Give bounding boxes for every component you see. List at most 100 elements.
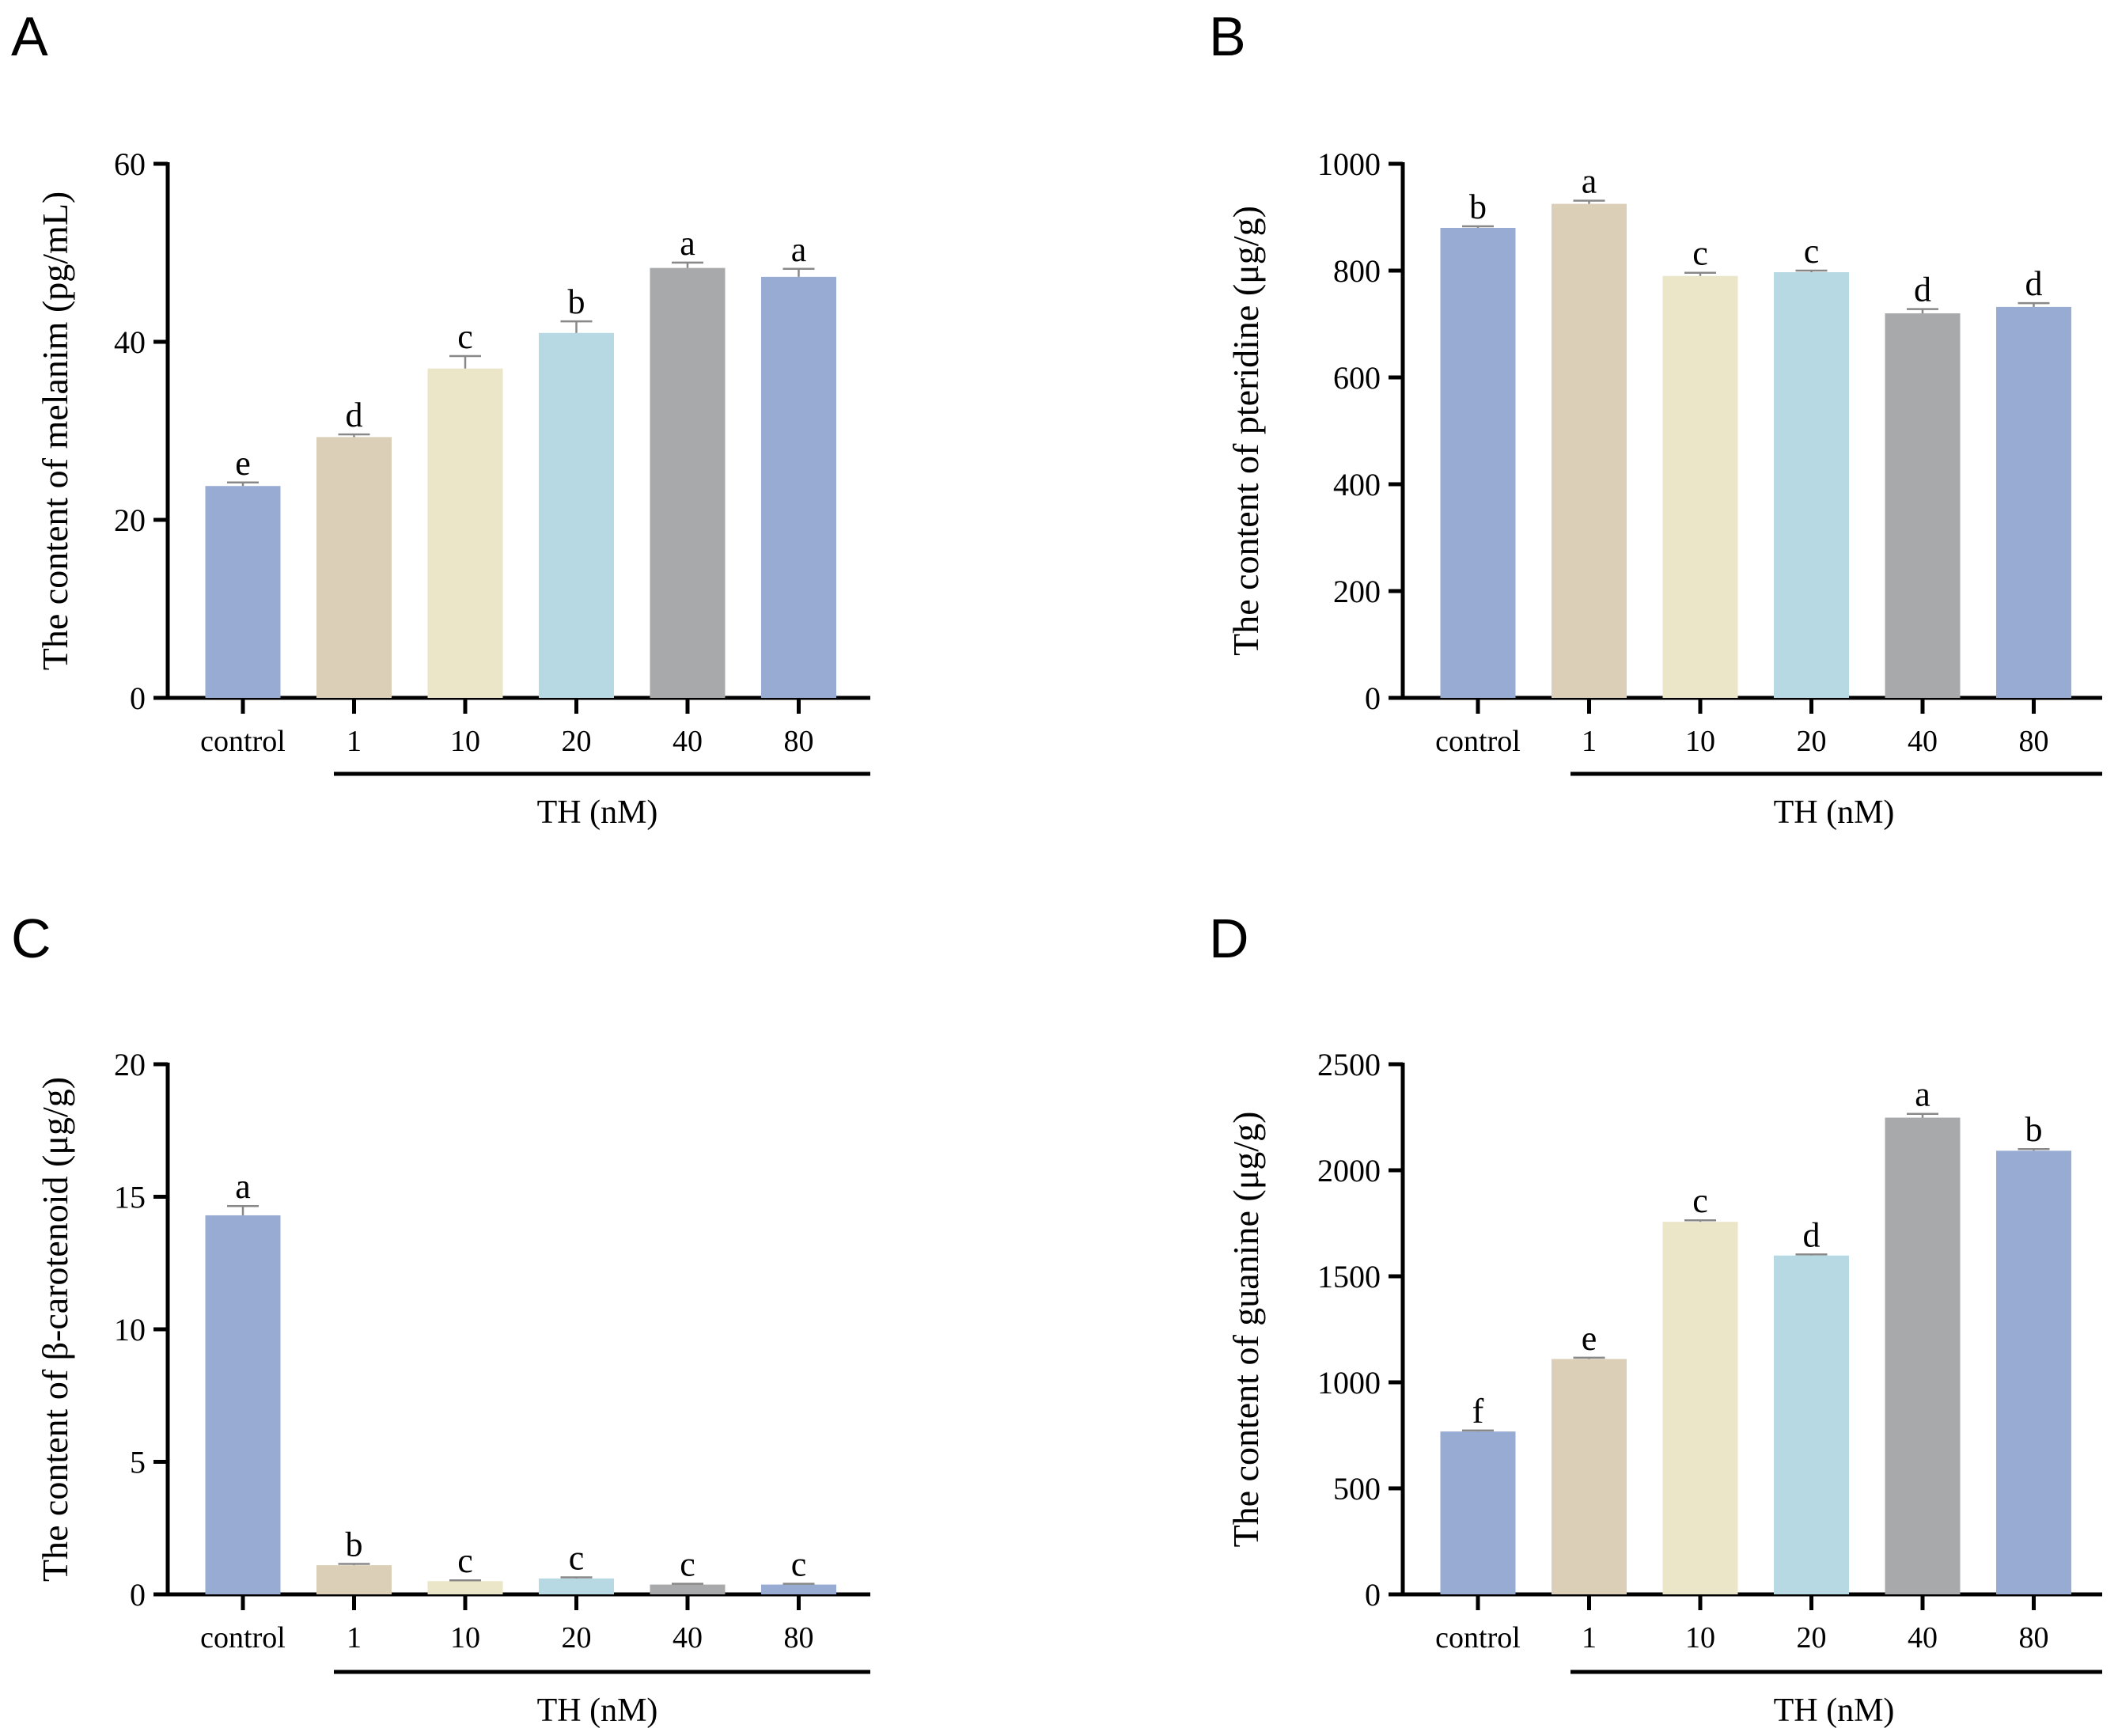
panel-c-bar-20 xyxy=(539,1578,614,1594)
panel-c-bar-10 xyxy=(427,1581,503,1594)
panel-b-sig-label: a xyxy=(1582,162,1597,201)
panel-a-xtick-label: 80 xyxy=(784,725,814,758)
panel-c-ytick-label: 10 xyxy=(114,1312,146,1347)
panel-c-sig-label: c xyxy=(791,1545,807,1584)
panel-a-sig-label: e xyxy=(235,444,251,483)
panel-a-bar-10 xyxy=(427,368,503,698)
panel-d-xtick-label: 10 xyxy=(1685,1621,1715,1655)
panel-a-ytick-label: 20 xyxy=(114,502,146,538)
panel-d-ytick-label: 1500 xyxy=(1317,1259,1381,1294)
panel-a-bar-control xyxy=(205,486,281,698)
panel-c-group-label: TH (nM) xyxy=(537,1692,658,1729)
panel-b-ytick-label: 600 xyxy=(1333,360,1381,396)
panel-b-ytick-label: 1000 xyxy=(1317,146,1381,182)
panel-b-ytick-label: 0 xyxy=(1365,680,1381,716)
panel-b-ytick-label: 200 xyxy=(1333,574,1381,609)
panel-a-sig-label: a xyxy=(791,230,807,269)
panel-a-bar-80 xyxy=(761,276,836,698)
panel-a-group-label: TH (nM) xyxy=(537,794,658,831)
panel-a-bar-1 xyxy=(316,437,392,698)
panel-b-bar-20 xyxy=(1774,272,1849,698)
panel-a-sig-label: b xyxy=(568,282,585,321)
panel-d-y-axis-label: The content of guanine (μg/g) xyxy=(1226,1112,1266,1548)
panel-c-ytick-label: 20 xyxy=(114,1047,146,1082)
panel-a-xtick-label: 10 xyxy=(450,725,480,758)
panel-b-xtick-label: 40 xyxy=(1908,725,1938,758)
panel-b-xtick-label: 1 xyxy=(1582,725,1597,758)
panel-d-bar-40 xyxy=(1885,1117,1961,1594)
panel-b-xtick-label: 10 xyxy=(1685,725,1715,758)
panel-b-sig-label: d xyxy=(1914,271,1931,309)
panel-b-xtick-label: 20 xyxy=(1797,725,1827,758)
panel-c-xtick-label: 1 xyxy=(347,1621,362,1655)
panel-d-group-label: TH (nM) xyxy=(1774,1692,1895,1729)
panel-a-xtick-label: control xyxy=(200,725,286,758)
panel-c-sig-label: c xyxy=(457,1541,473,1580)
panel-c-bar-control xyxy=(205,1215,281,1594)
panel-d-ytick-label: 500 xyxy=(1333,1471,1381,1507)
panel-b-xtick-label: control xyxy=(1435,725,1521,758)
panel-b-bar-80 xyxy=(1996,306,2071,698)
panel-d-bar-1 xyxy=(1552,1359,1627,1594)
panel-a-bar-20 xyxy=(539,332,614,698)
panel-d-xtick-label: control xyxy=(1435,1621,1521,1655)
panel-a-y-axis-label: The content of melanim (pg/mL) xyxy=(35,191,75,670)
panel-d-xtick-label: 80 xyxy=(2019,1621,2049,1655)
panel-d-xtick-label: 1 xyxy=(1582,1621,1597,1655)
panel-c-bar-80 xyxy=(761,1584,836,1594)
panel-d-bar-control xyxy=(1440,1431,1516,1594)
panel-c-sig-label: c xyxy=(569,1539,585,1578)
panel-a-xtick-label: 20 xyxy=(562,725,592,758)
panel-b-bar-control xyxy=(1440,228,1516,698)
panel-d-sig-label: f xyxy=(1472,1392,1484,1431)
panel-d-ytick-label: 0 xyxy=(1365,1577,1381,1613)
panel-a-sig-label: c xyxy=(457,317,473,356)
panel-a-bar-40 xyxy=(650,267,726,698)
panel-a-ytick-label: 0 xyxy=(130,680,146,716)
panel-c-y-axis-label: The content of β-carotenoid (μg/g) xyxy=(35,1077,75,1582)
panel-d-sig-label: d xyxy=(1803,1215,1821,1254)
panel-c-xtick-label: control xyxy=(200,1621,286,1655)
panel-b-sig-label: b xyxy=(1469,188,1487,226)
panel-c-xtick-label: 80 xyxy=(784,1621,814,1655)
panel-d-letter: D xyxy=(1209,908,1249,969)
panel-b-bar-1 xyxy=(1552,203,1627,698)
panel-d-ytick-label: 2000 xyxy=(1317,1153,1381,1188)
panel-c-bar-40 xyxy=(650,1584,726,1594)
panel-b-y-axis-label: The content of pteridine (μg/g) xyxy=(1226,206,1266,656)
panel-d-bar-80 xyxy=(1996,1150,2071,1594)
panel-a-chart: A 0 20 40 60 The content of melanim (pg/mL) e c… xyxy=(11,6,870,831)
panel-a-sig-label: a xyxy=(680,224,695,263)
panel-a-xtick-label: 1 xyxy=(347,725,362,758)
panel-d-sig-label: b xyxy=(2025,1110,2043,1149)
panel-c-letter: C xyxy=(11,908,51,969)
panel-d-sig-label: c xyxy=(1692,1181,1708,1220)
panel-d-xtick-label: 20 xyxy=(1797,1621,1827,1655)
panel-b-letter: B xyxy=(1209,6,1246,67)
panel-a-ytick-label: 40 xyxy=(114,324,146,360)
panel-b-xtick-label: 80 xyxy=(2019,725,2049,758)
panel-d-ytick-label: 2500 xyxy=(1317,1047,1381,1082)
panel-c-sig-label: b xyxy=(346,1525,363,1564)
panel-c-sig-label: a xyxy=(235,1167,251,1206)
panel-c-bar-1 xyxy=(316,1565,392,1594)
panel-b-sig-label: d xyxy=(2025,264,2043,303)
panel-d-bar-10 xyxy=(1662,1222,1738,1594)
panel-b-sig-label: c xyxy=(1692,234,1708,273)
panel-b-bar-10 xyxy=(1662,275,1738,698)
panel-c-xtick-label: 20 xyxy=(562,1621,592,1655)
panel-a-letter: A xyxy=(11,6,48,67)
panel-c-sig-label: c xyxy=(680,1545,695,1584)
panel-c-xtick-label: 10 xyxy=(450,1621,480,1655)
panel-d-sig-label: a xyxy=(1915,1075,1930,1114)
panel-b-chart: B 0 200 400 600 800 1000 The content of pteridi… xyxy=(1209,6,2102,831)
panel-b-ytick-label: 800 xyxy=(1333,253,1381,289)
panel-b-group-label: TH (nM) xyxy=(1774,794,1895,831)
panel-d-sig-label: e xyxy=(1582,1319,1597,1358)
panel-c-ytick-label: 15 xyxy=(114,1180,146,1215)
panel-d-chart: D 0 500 1000 1500 2000 2500 The content of guan… xyxy=(1209,908,2102,1729)
panel-c-ytick-label: 5 xyxy=(130,1445,146,1480)
panel-d-bar-20 xyxy=(1774,1255,1849,1594)
panel-a-sig-label: d xyxy=(346,396,363,434)
